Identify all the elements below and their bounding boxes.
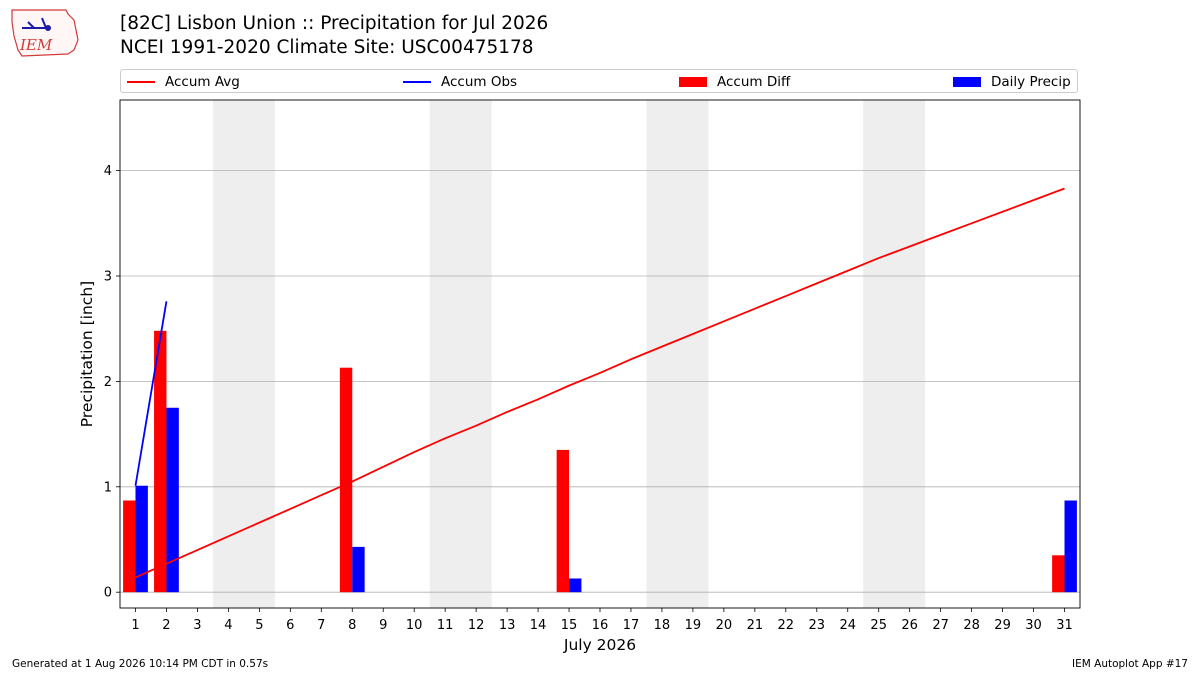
legend-label-daily-precip: Daily Precip bbox=[991, 74, 1071, 90]
x-tick-label-21: 21 bbox=[747, 618, 764, 633]
x-tick-label-22: 22 bbox=[778, 618, 795, 633]
weekend-band-1 bbox=[212, 100, 275, 608]
x-tick-label-29: 29 bbox=[994, 618, 1011, 633]
title-line-1: [82C] Lisbon Union :: Precipitation for … bbox=[120, 13, 549, 34]
bar-accum-diff-day-1 bbox=[123, 500, 136, 593]
x-tick-label-23: 23 bbox=[809, 618, 826, 633]
y-tick-label-1: 1 bbox=[104, 480, 112, 495]
weekend-band-3 bbox=[646, 100, 709, 608]
bar-daily-precip-day-1 bbox=[135, 485, 148, 593]
line-accum-avg bbox=[135, 187, 1065, 579]
bar-daily-precip-day-31 bbox=[1064, 500, 1077, 593]
x-tick-label-16: 16 bbox=[592, 618, 609, 633]
legend-swatch-accum-diff bbox=[679, 77, 707, 87]
x-tick-label-9: 9 bbox=[379, 618, 387, 633]
bar-accum-diff-day-2 bbox=[154, 330, 167, 593]
bar-daily-precip-day-8 bbox=[352, 546, 365, 593]
x-tick-label-26: 26 bbox=[901, 618, 918, 633]
x-tick-label-20: 20 bbox=[716, 618, 733, 633]
x-tick-label-24: 24 bbox=[839, 618, 856, 633]
x-axis-label: July 2026 bbox=[563, 636, 636, 654]
y-tick-label-3: 3 bbox=[104, 270, 112, 285]
x-tick-label-17: 17 bbox=[623, 618, 640, 633]
x-tick-label-11: 11 bbox=[437, 618, 454, 633]
x-tick-label-13: 13 bbox=[499, 618, 516, 633]
legend-item-accum-avg: Accum Avg bbox=[127, 73, 240, 91]
x-tick-label-30: 30 bbox=[1025, 618, 1042, 633]
x-tick-label-15: 15 bbox=[561, 618, 578, 633]
weekend-band-4 bbox=[863, 100, 926, 608]
x-tick-label-28: 28 bbox=[963, 618, 980, 633]
x-tick-label-3: 3 bbox=[193, 618, 201, 633]
iem-logo: IEM bbox=[11, 9, 79, 57]
x-tick-label-5: 5 bbox=[255, 618, 263, 633]
x-tick-label-7: 7 bbox=[317, 618, 325, 633]
generated-timestamp: Generated at 1 Aug 2026 10:14 PM CDT in … bbox=[12, 658, 269, 670]
bar-accum-diff-day-15 bbox=[556, 449, 570, 593]
bar-daily-precip-day-2 bbox=[166, 407, 179, 593]
legend-swatch-accum-obs bbox=[403, 81, 431, 83]
line-accum-obs bbox=[134, 301, 168, 486]
x-tick-label-18: 18 bbox=[654, 618, 671, 633]
x-tick-label-14: 14 bbox=[530, 618, 547, 633]
y-tick-label-4: 4 bbox=[104, 164, 112, 179]
app-id-label: IEM Autoplot App #17 bbox=[1072, 658, 1188, 670]
title-line-2: NCEI 1991-2020 Climate Site: USC00475178 bbox=[120, 37, 534, 58]
bar-accum-diff-day-8 bbox=[339, 367, 353, 593]
bar-accum-diff-day-31 bbox=[1052, 555, 1065, 593]
x-tick-label-12: 12 bbox=[468, 618, 485, 633]
legend-item-accum-obs: Accum Obs bbox=[403, 73, 517, 91]
bar-daily-precip-day-15 bbox=[569, 578, 582, 593]
legend-label-accum-obs: Accum Obs bbox=[441, 74, 518, 90]
y-tick-label-0: 0 bbox=[104, 586, 112, 601]
y-axis-label: Precipitation [inch] bbox=[78, 281, 96, 427]
plot-frame bbox=[119, 99, 1081, 609]
legend-swatch-accum-avg bbox=[127, 81, 155, 83]
logo-text: IEM bbox=[19, 36, 53, 54]
x-tick-label-6: 6 bbox=[286, 618, 294, 633]
legend-label-accum-avg: Accum Avg bbox=[165, 74, 240, 90]
legend-swatch-daily-precip bbox=[953, 77, 981, 87]
x-tick-label-31: 31 bbox=[1056, 618, 1073, 633]
x-tick-label-27: 27 bbox=[932, 618, 949, 633]
x-tick-label-1: 1 bbox=[131, 618, 139, 633]
x-tick-label-4: 4 bbox=[224, 618, 232, 633]
x-tick-label-2: 2 bbox=[162, 618, 170, 633]
x-tick-label-19: 19 bbox=[685, 618, 702, 633]
legend-item-daily-precip: Daily Precip bbox=[953, 73, 1071, 91]
x-tick-label-10: 10 bbox=[406, 618, 423, 633]
x-tick-label-25: 25 bbox=[870, 618, 887, 633]
x-tick-label-8: 8 bbox=[348, 618, 356, 633]
legend-item-accum-diff: Accum Diff bbox=[679, 73, 790, 91]
weekend-band-2 bbox=[429, 100, 492, 608]
chart-title: [82C] Lisbon Union :: Precipitation for … bbox=[120, 12, 548, 60]
legend-label-accum-diff: Accum Diff bbox=[717, 74, 791, 90]
legend: Accum Avg Accum Obs Accum Diff Daily Pre… bbox=[120, 69, 1078, 93]
y-tick-label-2: 2 bbox=[104, 375, 112, 390]
